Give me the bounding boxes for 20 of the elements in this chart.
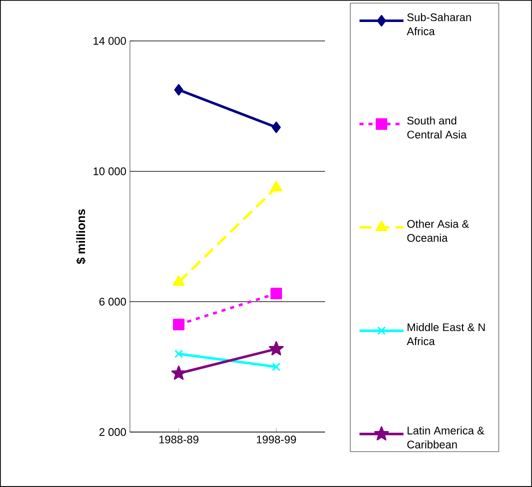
point (272, 122, 281, 134)
legend-label: Sub-Saharan Africa (406, 13, 471, 36)
legend-label: Other Asia & Oceania (407, 220, 469, 242)
x-tick-label: 1998-99 (256, 436, 296, 444)
y-tick-label: 14 000 (94, 37, 126, 45)
legend-label: South and Central Asia (407, 116, 467, 139)
point (272, 362, 281, 372)
point (171, 366, 186, 380)
point (172, 318, 184, 330)
y-tick-label: 10 000 (94, 167, 126, 176)
x-tick-label: 1988-89 (159, 436, 198, 444)
y-tick-label: 6 000 (99, 298, 126, 306)
point (268, 341, 284, 356)
legend-label: Latin America & Caribbean (407, 426, 484, 448)
point (174, 350, 184, 358)
legend-label: Middle East & N Africa (406, 323, 485, 346)
y-axis-title: $ millions (76, 209, 86, 264)
point (270, 288, 282, 300)
point (174, 84, 184, 96)
y-tick-label: 2 000 (99, 428, 126, 436)
